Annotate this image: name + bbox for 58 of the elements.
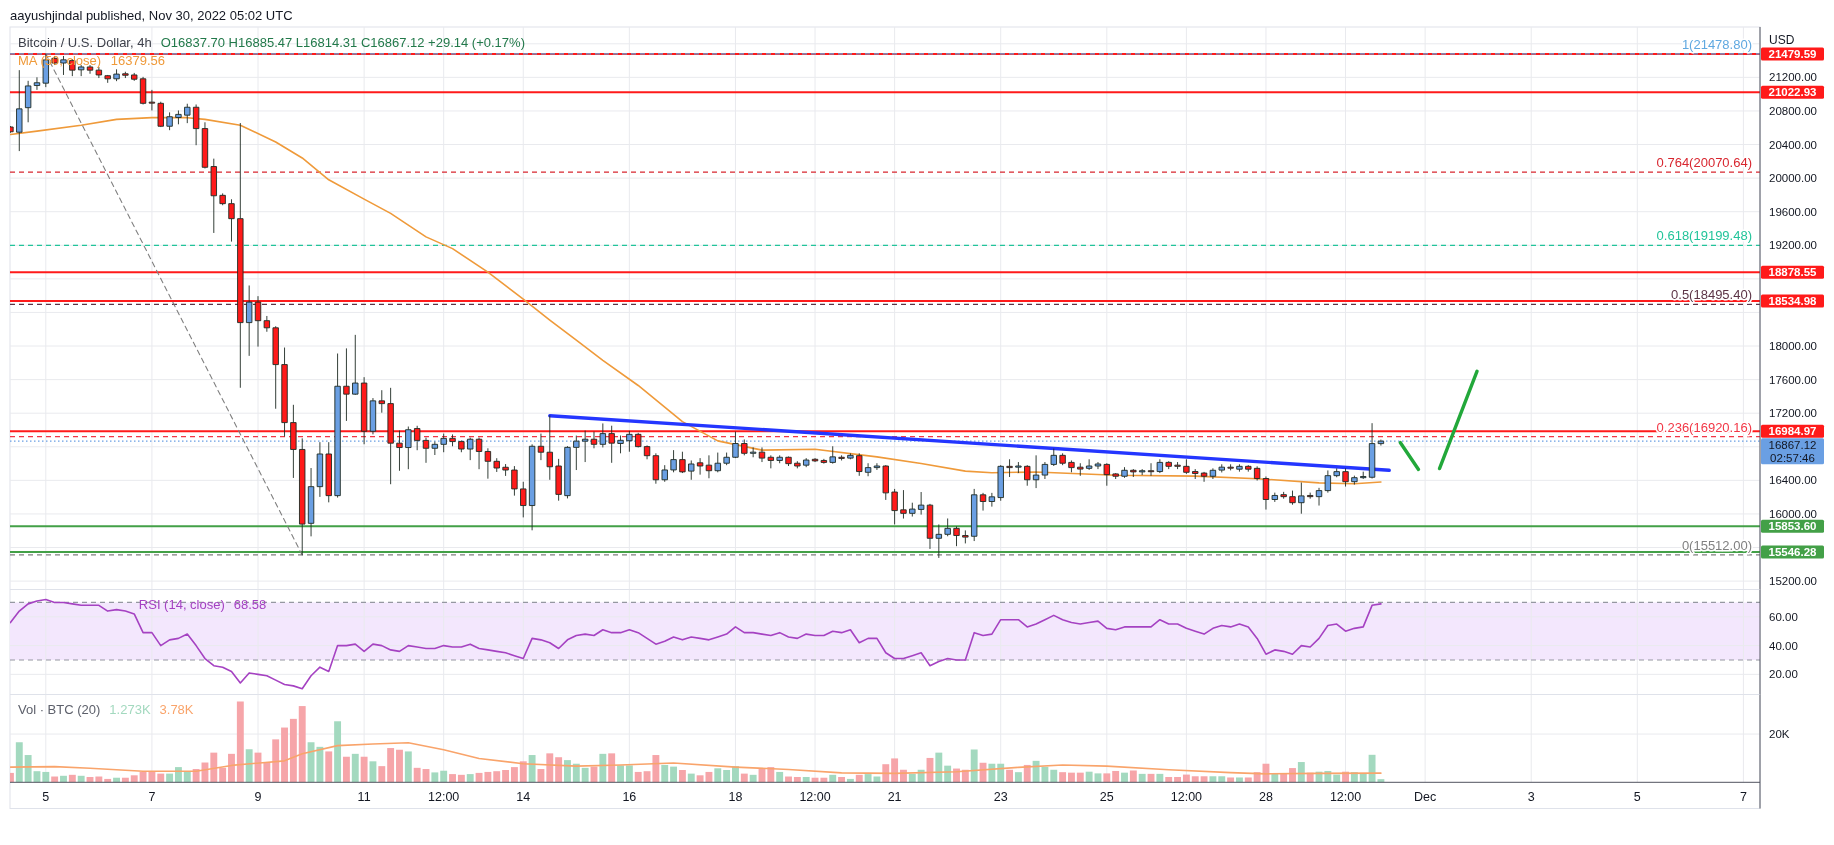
ref-line-label: 21479.59	[1768, 47, 1817, 60]
text: MA (50, close)	[18, 52, 102, 68]
y-tick-label: 17200.00	[1769, 407, 1817, 420]
x-tick-label: 5	[1633, 790, 1641, 805]
text: Bitcoin / U.S. Dollar, 4h	[18, 34, 152, 50]
y-tick-label: 20K	[1769, 728, 1790, 741]
x-tick-label: 14	[516, 790, 531, 805]
x-tick-label: 12:00	[799, 790, 831, 805]
annotation: O16837.70 H16885.47 L16814.31 C16867.12 +29.14 (+0.17%)	[160, 34, 525, 50]
annotation: 16379.56	[110, 52, 166, 68]
x-tick-label: 7	[1739, 790, 1747, 805]
y-tick-label: 17600.00	[1769, 373, 1817, 386]
x-tick-label: 25	[1099, 790, 1114, 805]
y-tick-label: 21200.00	[1769, 71, 1817, 84]
y-tick-label: 60.00	[1769, 610, 1798, 623]
y-tick-label: 20.00	[1769, 668, 1798, 681]
x-tick-label: 5	[42, 790, 50, 805]
y-tick-label: 16400.00	[1769, 474, 1817, 487]
y-tick-label: 20800.00	[1769, 104, 1817, 117]
ref-line-label: 15546.28	[1768, 546, 1818, 559]
ref-line-label: 0.5(18495.40)	[1671, 287, 1752, 303]
y-tick-label: 20400.00	[1769, 138, 1817, 151]
y-tick-label: 40.00	[1769, 639, 1798, 652]
ref-line-label: 15853.60	[1768, 520, 1817, 533]
x-tick-label: 28	[1259, 790, 1273, 805]
ref-line-label: 0(15512.00)	[1681, 537, 1752, 553]
x-tick-label: 11	[357, 790, 371, 805]
annotation: 3.78K	[159, 702, 194, 717]
x-tick-label: 12:00	[428, 790, 460, 805]
ref-line-label: 18534.98	[1768, 295, 1818, 308]
y-tick-label: 15200.00	[1769, 575, 1817, 588]
x-tick-label: Dec	[1414, 790, 1437, 805]
x-tick-label: 18	[728, 790, 743, 805]
x-tick-label: 23	[993, 790, 1008, 805]
x-tick-label: 12:00	[1170, 790, 1203, 805]
x-tick-label: 3	[1527, 790, 1535, 805]
y-tick-label: 16000.00	[1769, 507, 1817, 520]
annotation: 68.58	[233, 597, 267, 612]
ref-line-label: 1(21478.80)	[1681, 36, 1752, 52]
y-tick-label: 19600.00	[1769, 205, 1817, 218]
ref-line-label: 0.618(19199.48)	[1656, 228, 1752, 244]
ref-line-label: 18878.55	[1768, 266, 1818, 279]
chart-subtitle: aayushjindal published, Nov 30, 2022 05:02 UTC	[10, 7, 293, 23]
y-tick-label: 18000.00	[1769, 340, 1817, 353]
x-tick-label: 16	[622, 790, 637, 805]
ref-line-label: 16984.97	[1768, 425, 1817, 438]
x-tick-label: 7	[148, 790, 156, 805]
x-tick-label: 21	[887, 790, 902, 805]
ref-line-label: 16867.12 02:57:46	[1768, 438, 1817, 464]
x-tick-label: 12:00	[1329, 790, 1362, 805]
x-tick-label: 9	[254, 790, 262, 805]
series-label: Vol · BTC (20)	[18, 702, 101, 717]
annotation: 1.273K	[109, 702, 151, 717]
ref-line-label: 0.764(20070.64)	[1656, 155, 1752, 171]
ref-line-label: 21022.93	[1768, 86, 1817, 99]
y-axis-title: USD	[1769, 33, 1795, 47]
y-tick-label: 19200.00	[1769, 239, 1817, 252]
y-tick-label: 20000.00	[1769, 172, 1817, 185]
